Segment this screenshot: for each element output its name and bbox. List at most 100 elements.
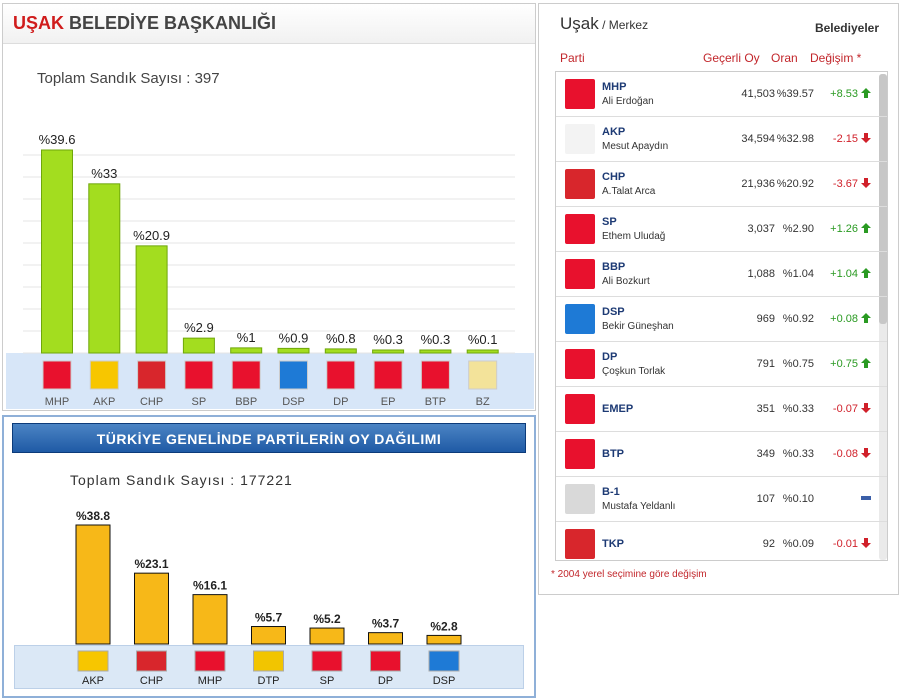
party-logo-sp: [565, 214, 595, 244]
city-name: Uşak: [560, 14, 599, 33]
party-logo-chp: [565, 169, 595, 199]
data-label: %0.9: [279, 330, 309, 345]
results-table: MHP Ali Erdoğan 41,503 %39.57 +8.53 AKP Mesut …: [555, 71, 888, 561]
title-rest: BELEDİYE BAŞKANLIĞI: [69, 13, 277, 33]
table-row[interactable]: BTP 349 %0.33 -0.08: [556, 432, 887, 477]
party-logo-akp: [565, 124, 595, 154]
column-headers: Parti Geçerli Oy Oran Değişim *: [539, 48, 898, 68]
scrollbar-thumb[interactable]: [879, 74, 887, 324]
party-name: TKP: [602, 538, 624, 550]
data-label: %2.9: [184, 320, 214, 335]
tick-label: DTP: [258, 675, 280, 687]
party-logo-dp: [370, 650, 401, 672]
table-row[interactable]: SP Ethem Uludağ 3,037 %2.90 +1.26: [556, 207, 887, 252]
data-label: %1: [237, 330, 256, 345]
vote-ratio: %0.33: [782, 403, 814, 415]
arrow-up-icon: [861, 88, 871, 98]
title-city: UŞAK: [13, 13, 65, 33]
vote-ratio: %0.10: [782, 493, 814, 505]
scrollbar[interactable]: [879, 74, 887, 560]
data-label: %3.7: [372, 617, 400, 631]
col-degisim: Değişim *: [810, 51, 862, 65]
vote-ratio: %0.92: [782, 313, 814, 325]
data-label: %38.8: [76, 509, 110, 523]
usak-results-panel: UŞAK BELEDİYE BAŞKANLIĞI Toplam Sandık S…: [2, 3, 536, 411]
tick-label: AKP: [93, 396, 115, 408]
vote-change: -3.67: [832, 178, 858, 190]
bar-akp: [88, 183, 121, 354]
sidebar-header: Uşak / Merkez: [539, 4, 898, 46]
candidate-name: A.Talat Arca: [602, 186, 656, 197]
arrow-down-icon: [861, 448, 871, 458]
arrow-down-icon: [861, 403, 871, 413]
table-row[interactable]: CHP A.Talat Arca 21,936 %20.92 -3.67: [556, 162, 887, 207]
tick-label: EP: [381, 396, 396, 408]
belediyeler-link[interactable]: Belediyeler: [814, 21, 879, 35]
candidate-name: Mesut Apaydın: [602, 141, 669, 152]
vote-change: -0.07: [832, 403, 858, 415]
candidate-name: Çoşkun Torlak: [602, 366, 666, 377]
tick-label: DP: [378, 675, 393, 687]
party-logo-mhp: [194, 650, 226, 672]
tick-label: SP: [192, 396, 207, 408]
party-name: B-1: [602, 486, 620, 498]
total-ballot-box: Toplam Sandık Sayısı : 397: [37, 70, 220, 87]
party-logo-bbp: [565, 259, 595, 289]
party-logo-ep: [373, 360, 403, 390]
table-row[interactable]: DP Çoşkun Torlak 791 %0.75 +0.75: [556, 342, 887, 387]
valid-votes: 349: [756, 448, 775, 460]
vote-ratio: %20.92: [776, 178, 814, 190]
table-row[interactable]: BBP Ali Bozkurt 1,088 %1.04 +1.04: [556, 252, 887, 297]
bar-bz: [466, 349, 499, 354]
panel-title: TÜRKİYE GENELİNDE PARTİLERİN OY DAĞILIMI: [12, 423, 526, 453]
table-row[interactable]: TKP 92 %0.09 -0.01: [556, 522, 887, 560]
valid-votes: 92: [762, 538, 775, 550]
table-row[interactable]: DSP Bekir Güneşhan 969 %0.92 +0.08: [556, 297, 887, 342]
tick-label: BZ: [476, 396, 490, 408]
vote-ratio: %0.75: [782, 358, 814, 370]
data-label: %2.8: [430, 619, 458, 633]
arrow-up-icon: [861, 358, 871, 368]
col-gecerli-oy: Geçerli Oy: [703, 51, 760, 65]
bar-dp: [368, 632, 403, 645]
tick-label: BTP: [425, 396, 446, 408]
tick-label: DSP: [433, 675, 456, 687]
bar-dsp: [277, 347, 310, 354]
data-label: %20.9: [133, 228, 170, 243]
table-row[interactable]: MHP Ali Erdoğan 41,503 %39.57 +8.53: [556, 72, 887, 117]
data-label: %39.6: [39, 132, 76, 147]
bar-dp: [324, 348, 357, 354]
arrow-up-icon: [861, 313, 871, 323]
vote-ratio: %32.98: [776, 133, 814, 145]
bar-dsp: [426, 634, 462, 645]
candidate-name: Bekir Güneşhan: [602, 321, 674, 332]
candidate-name: Mustafa Yeldanlı: [602, 501, 676, 512]
arrow-down-icon: [861, 178, 871, 188]
vote-change: +0.75: [830, 358, 858, 370]
table-row[interactable]: B-1 Mustafa Yeldanlı 107 %0.10: [556, 477, 887, 522]
tick-label: CHP: [140, 396, 163, 408]
vote-ratio: %1.04: [782, 268, 814, 280]
tick-label: MHP: [198, 675, 222, 687]
party-logo-mhp: [42, 360, 72, 390]
col-parti: Parti: [560, 51, 585, 65]
tick-label: SP: [320, 675, 335, 687]
vote-ratio: %0.09: [782, 538, 814, 550]
table-row[interactable]: EMEP 351 %0.33 -0.07: [556, 387, 887, 432]
table-row[interactable]: AKP Mesut Apaydın 34,594 %32.98 -2.15: [556, 117, 887, 162]
party-logo-bbp: [231, 360, 261, 390]
usak-bar-chart: %39.6 MHP %33 AKP %20.9 CHP %2.9 SP %1 BBP %0.9 DSP…: [6, 132, 534, 409]
data-label: %23.1: [134, 557, 168, 571]
data-label: %0.1: [468, 332, 498, 347]
valid-votes: 791: [756, 358, 775, 370]
candidate-avatar: [565, 484, 595, 514]
party-logo-dsp: [565, 304, 595, 334]
candidate-name: Ali Bozkurt: [602, 276, 650, 287]
vote-ratio: %0.33: [782, 448, 814, 460]
data-label: %0.8: [326, 331, 356, 346]
party-logo-mhp: [565, 79, 595, 109]
bar-mhp: [192, 594, 228, 645]
party-name: MHP: [602, 81, 627, 93]
turkey-results-panel: TÜRKİYE GENELİNDE PARTİLERİN OY DAĞILIMI…: [2, 415, 536, 698]
vote-change: +0.08: [830, 313, 858, 325]
